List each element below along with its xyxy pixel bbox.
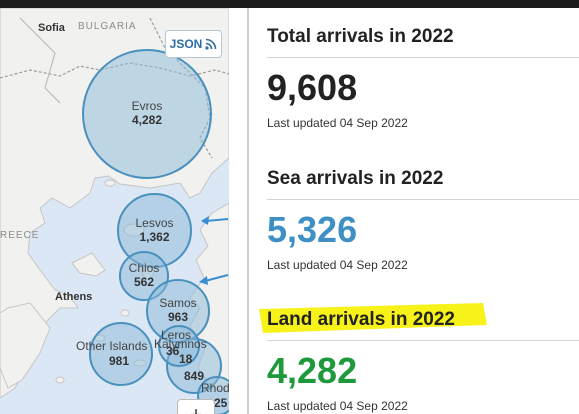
stat-updated: Last updated 04 Sep 2022 [267, 258, 408, 272]
label-leros-value: 36 [166, 344, 180, 358]
stat-value: 4,282 [267, 350, 358, 391]
stat-title: Land arrivals in 2022 [259, 303, 579, 333]
label-other-islands-value: 981 [109, 354, 130, 368]
stat-divider [267, 57, 579, 58]
label-kalymnos-value: 18 [179, 352, 193, 366]
bubble-value: 4,282 [131, 113, 163, 127]
bubble-value: 849 [183, 369, 205, 384]
panel-divider [247, 8, 249, 414]
stat-title-text: Total arrivals in 2022 [267, 26, 454, 47]
arrivals-map[interactable]: Sofia BULGARIA REECE Athens Evros 4,282 … [0, 8, 229, 414]
label-rhodes-value: 25 [214, 396, 228, 410]
label-athens: Athens [55, 291, 93, 303]
stat-total: Total arrivals in 2022 9,608 Last update… [267, 26, 579, 130]
json-button[interactable]: JSON [165, 30, 222, 58]
stat-value: 9,608 [267, 67, 358, 108]
bubble-value: 963 [167, 310, 189, 324]
top-bar [0, 0, 579, 8]
stat-updated: Last updated 04 Sep 2022 [267, 399, 408, 413]
stat-divider [267, 199, 579, 200]
label-greece: REECE [0, 230, 40, 241]
stat-title: Total arrivals in 2022 [267, 26, 579, 48]
rss-icon [205, 38, 217, 50]
bubble-name: Lesvos [135, 215, 174, 230]
stat-title-text: Sea arrivals in 2022 [267, 168, 444, 189]
highlighter-mark [259, 303, 487, 333]
stat-divider [267, 340, 579, 341]
bubble-name: Chios [128, 261, 160, 276]
bubble-evros[interactable]: Evros 4,282 [82, 49, 212, 179]
stat-sea: Sea arrivals in 2022 5,326 Last updated … [267, 168, 579, 272]
arrow-left-icon [201, 216, 229, 225]
zoom-in-button[interactable]: + [177, 399, 215, 414]
stat-value: 5,326 [267, 209, 358, 250]
bubble-value: 562 [133, 275, 155, 289]
stat-title: Sea arrivals in 2022 [267, 168, 579, 190]
label-leros: Leros [161, 328, 192, 342]
bubble-chios[interactable]: Chios 562 [119, 251, 169, 301]
label-sofia: Sofia [38, 22, 65, 34]
stat-title-text: Land arrivals in 2022 [267, 309, 455, 330]
stat-land: Land arrivals in 2022 4,282 Last updated… [259, 303, 579, 413]
label-kalymnos: Kalymnos [154, 337, 207, 351]
label-bulgaria: BULGARIA [78, 21, 137, 32]
bubble-name: Samos [159, 296, 197, 311]
json-button-label: JSON [169, 37, 203, 51]
label-rhodes: Rhodes [201, 381, 229, 395]
bubble-leros[interactable] [158, 325, 200, 367]
stat-updated: Last updated 04 Sep 2022 [267, 116, 408, 130]
bubble-name: Evros [131, 99, 163, 114]
arrow-left-icon [199, 274, 229, 285]
label-other-islands: Other Islands [76, 339, 148, 353]
bubble-other-islands[interactable] [89, 322, 153, 386]
bubble-value: 1,362 [139, 229, 170, 244]
